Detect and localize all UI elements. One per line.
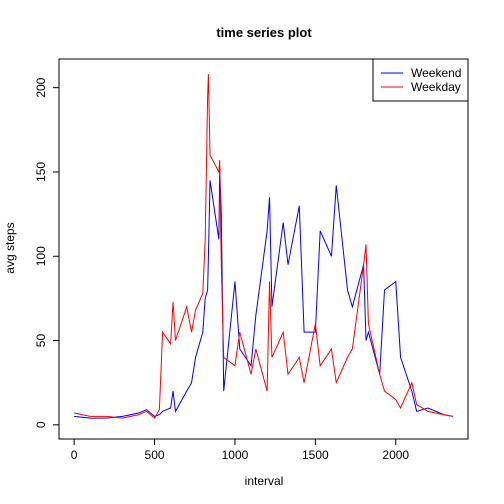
y-tick-label: 200: [34, 77, 48, 97]
x-tick-label: 1500: [302, 448, 329, 462]
legend-label: Weekend: [411, 66, 461, 80]
plot-frame: [58, 58, 469, 440]
legend-box: [372, 58, 469, 102]
series-line: [74, 74, 453, 419]
x-tick-label: 1000: [222, 448, 249, 462]
series-line: [74, 166, 453, 419]
y-tick-label: 50: [34, 334, 48, 348]
y-tick-label: 150: [34, 162, 48, 182]
chart-title: time series plot: [216, 25, 312, 40]
x-tick-label: 0: [71, 448, 78, 462]
y-tick-label: 0: [34, 421, 48, 428]
x-axis-label: interval: [245, 474, 284, 488]
legend-label: Weekday: [411, 80, 461, 94]
y-axis-label: avg steps: [3, 222, 17, 273]
y-tick-label: 100: [34, 246, 48, 266]
x-tick-label: 500: [145, 448, 165, 462]
x-tick-label: 2000: [382, 448, 409, 462]
